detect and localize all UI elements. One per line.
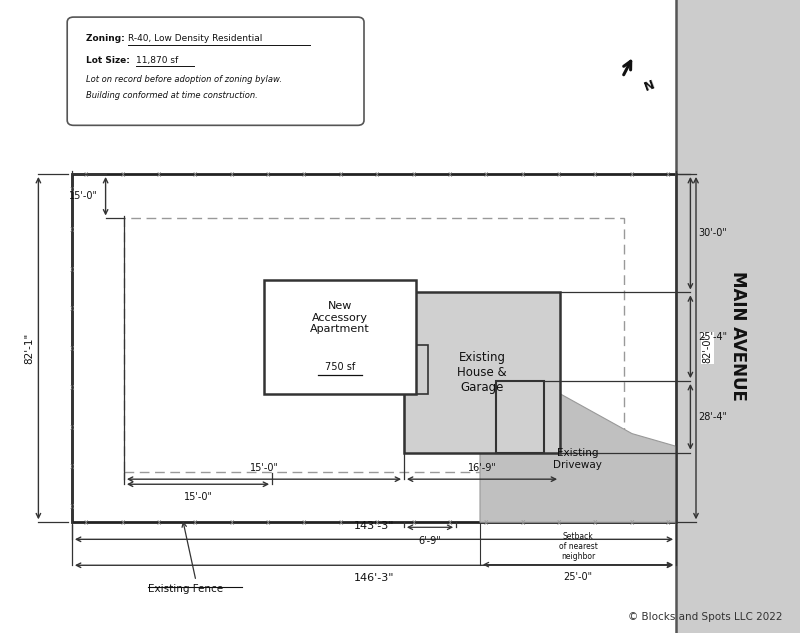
Text: x: x (70, 502, 74, 511)
Text: x: x (194, 518, 198, 527)
Text: Setback
of nearest
neighbor: Setback of nearest neighbor (558, 532, 598, 561)
Text: MAIN AVENUE: MAIN AVENUE (729, 270, 746, 401)
Text: x: x (484, 518, 489, 527)
Text: 25'-0": 25'-0" (563, 572, 593, 582)
Text: x: x (70, 462, 74, 472)
Polygon shape (480, 394, 676, 522)
Text: x: x (666, 518, 670, 527)
Text: 25'-4": 25'-4" (698, 332, 727, 342)
Text: x: x (375, 170, 379, 179)
Text: x: x (557, 518, 562, 527)
Text: 6'-9": 6'-9" (418, 536, 442, 546)
Text: Existing
Driveway: Existing Driveway (553, 448, 602, 470)
Bar (404, 292, 560, 453)
Text: 28'-4": 28'-4" (698, 412, 727, 422)
FancyBboxPatch shape (67, 17, 364, 125)
Text: x: x (230, 170, 234, 179)
Text: x: x (70, 344, 74, 353)
Text: x: x (448, 170, 452, 179)
Text: x: x (70, 304, 74, 313)
Text: 82'-1": 82'-1" (24, 332, 34, 364)
Text: 15'-0": 15'-0" (69, 191, 98, 201)
Text: x: x (411, 170, 416, 179)
Text: N: N (642, 78, 657, 94)
Text: x: x (338, 170, 343, 179)
Text: Lot on record before adoption of zoning bylaw.: Lot on record before adoption of zoning … (86, 75, 282, 84)
Text: x: x (70, 265, 74, 273)
Text: 30'-0": 30'-0" (698, 229, 727, 238)
Text: x: x (121, 170, 125, 179)
Text: x: x (630, 170, 634, 179)
Text: 15'-0": 15'-0" (183, 492, 213, 503)
Text: 11,870 sf: 11,870 sf (136, 56, 178, 65)
Text: R-40, Low Density Residential: R-40, Low Density Residential (128, 34, 262, 43)
Text: x: x (338, 518, 343, 527)
Text: x: x (557, 170, 562, 179)
Text: 82'-0": 82'-0" (702, 334, 712, 363)
Text: 15'-0": 15'-0" (250, 463, 278, 473)
Bar (264, 280, 416, 394)
Bar (72, 174, 676, 522)
Text: x: x (448, 518, 452, 527)
Text: Lot Size:: Lot Size: (86, 56, 133, 65)
Text: x: x (266, 518, 270, 527)
Text: 146'-3": 146'-3" (354, 573, 394, 584)
Text: Building conformed at time construction.: Building conformed at time construction. (86, 91, 258, 100)
Text: x: x (520, 518, 525, 527)
Text: x: x (157, 518, 162, 527)
Text: x: x (194, 170, 198, 179)
Text: New
Accessory
Apartment: New Accessory Apartment (310, 301, 370, 334)
Text: x: x (302, 518, 306, 527)
Text: 16'-9": 16'-9" (467, 463, 497, 473)
Text: x: x (121, 518, 125, 527)
Text: x: x (84, 170, 89, 179)
Text: x: x (70, 423, 74, 432)
Text: x: x (411, 518, 416, 527)
Text: x: x (266, 170, 270, 179)
Bar (404, 345, 428, 394)
Text: x: x (70, 383, 74, 392)
Text: Existing
House &
Garage: Existing House & Garage (457, 351, 507, 394)
Text: x: x (84, 518, 89, 527)
Text: x: x (520, 170, 525, 179)
Bar (676, 0, 800, 633)
Text: x: x (593, 518, 598, 527)
Text: 750 sf: 750 sf (325, 362, 355, 372)
Bar (496, 381, 544, 453)
Text: x: x (484, 170, 489, 179)
Text: x: x (70, 225, 74, 234)
Text: x: x (157, 170, 162, 179)
Text: © Blocks and Spots LLC 2022: © Blocks and Spots LLC 2022 (628, 611, 782, 622)
Text: Existing Fence: Existing Fence (148, 584, 223, 594)
Text: Zoning:: Zoning: (86, 34, 127, 43)
Text: x: x (375, 518, 379, 527)
Text: 143'-3": 143'-3" (354, 521, 394, 531)
Text: x: x (302, 170, 306, 179)
Text: x: x (70, 185, 74, 194)
Text: x: x (230, 518, 234, 527)
Text: x: x (666, 170, 670, 179)
Bar (124, 218, 624, 472)
Text: x: x (630, 518, 634, 527)
Text: x: x (593, 170, 598, 179)
